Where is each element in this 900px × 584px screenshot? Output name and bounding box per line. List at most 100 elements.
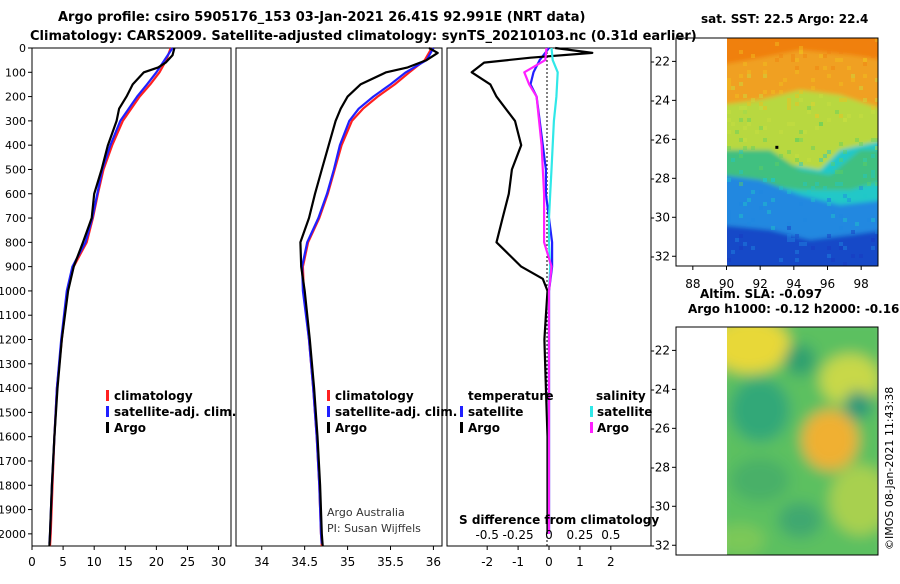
sst-pixel xyxy=(727,118,731,122)
sst-pixel xyxy=(827,198,831,202)
legend-label-climatology: climatology xyxy=(335,389,414,403)
legend-swatch-climatology xyxy=(327,390,330,401)
sst-pixel xyxy=(867,42,871,46)
sst-pixel xyxy=(871,238,875,242)
sst-pixel xyxy=(747,222,751,226)
sst-pixel xyxy=(763,178,767,182)
sst-pixel xyxy=(863,58,867,62)
salinity-panel-frame xyxy=(235,47,443,547)
lat-tick-label: -32 xyxy=(650,249,670,263)
sst-pixel xyxy=(795,138,799,142)
salinity-x-tick-label: -0.25 xyxy=(503,528,534,542)
sst-pixel xyxy=(843,194,847,198)
sst-pixel xyxy=(739,214,743,218)
sst-pixel xyxy=(799,90,803,94)
sst-pixel xyxy=(747,102,751,106)
sst-pixel xyxy=(803,130,807,134)
sst-pixel xyxy=(799,242,803,246)
legend-label-temp-argo: Argo xyxy=(468,421,500,435)
sst-pixel xyxy=(799,46,803,50)
sst-pixel xyxy=(763,126,767,130)
sst-pixel xyxy=(859,86,863,90)
sst-pixel xyxy=(763,74,767,78)
sst-pixel xyxy=(779,82,783,86)
sst-pixel xyxy=(767,210,771,214)
sst-pixel xyxy=(819,94,823,98)
sst-pixel xyxy=(795,138,799,142)
sst-pixel xyxy=(771,178,775,182)
lat-tick-label: -30 xyxy=(650,210,670,224)
legend-swatch-satellite-adj xyxy=(106,406,109,417)
legend-label-argo: Argo xyxy=(114,421,146,435)
sst-pixel xyxy=(839,142,843,146)
sst-pixel xyxy=(859,142,863,146)
sst-pixel xyxy=(819,54,823,58)
sst-pixel xyxy=(811,198,815,202)
sst-pixel xyxy=(807,158,811,162)
sst-pixel xyxy=(831,258,835,262)
sst-pixel xyxy=(875,146,878,150)
sst-pixel xyxy=(771,42,775,46)
lat-tick-label: -30 xyxy=(650,499,670,513)
sst-pixel xyxy=(739,182,743,186)
sst-pixel xyxy=(779,130,783,134)
legend-heading-temperature: temperature xyxy=(468,389,553,403)
lon-tick-label: 88 xyxy=(685,277,700,291)
sst-pixel xyxy=(851,254,855,258)
sst-pixel xyxy=(815,126,819,130)
x-tick-label: 2 xyxy=(607,555,615,569)
sst-pixel xyxy=(799,50,803,54)
sst-pixel xyxy=(799,50,803,54)
sst-pixel xyxy=(739,170,743,174)
sst-pixel xyxy=(831,66,835,70)
sst-pixel xyxy=(739,202,743,206)
x-tick-label: -2 xyxy=(481,555,493,569)
sst-pixel xyxy=(791,238,795,242)
sst-pixel xyxy=(823,54,827,58)
sst-pixel xyxy=(875,38,878,42)
sst-pixel xyxy=(743,110,747,114)
sst-pixel xyxy=(871,54,875,58)
sst-pixel xyxy=(827,202,831,206)
sst-pixel xyxy=(847,66,851,70)
legend-label-climatology: climatology xyxy=(114,389,193,403)
sst-pixel xyxy=(827,74,831,78)
sst-pixel xyxy=(775,42,779,46)
sst-pixel xyxy=(763,202,767,206)
sst-pixel xyxy=(863,162,867,166)
sst-pixel xyxy=(795,234,799,238)
temperature-profile-plot: 0 5 10 15 20 25 30 xyxy=(28,47,226,569)
depth-axis: 0 100 200 300 400 500 600 700 800 900 1000 1100 1200… xyxy=(0,42,32,541)
sst-pixel xyxy=(787,234,791,238)
imos-timestamp: ©IMOS 08-Jan-2021 11:43:38 xyxy=(883,387,896,550)
sst-pixel xyxy=(791,54,795,58)
sst-pixel xyxy=(739,106,743,110)
depth-tick-label: 100 xyxy=(5,66,26,79)
sst-pixel xyxy=(871,110,875,114)
depth-tick-label: 1100 xyxy=(0,309,26,322)
sst-pixel xyxy=(779,154,783,158)
sst-pixel xyxy=(859,186,863,190)
series-line-satellite-adj-clim- xyxy=(301,47,435,544)
sst-pixel xyxy=(795,102,799,106)
sst-pixel xyxy=(803,54,807,58)
sst-pixel xyxy=(795,250,799,254)
sst-pixel xyxy=(743,106,747,110)
legend-label-argo: Argo xyxy=(335,421,367,435)
sst-pixel xyxy=(867,182,871,186)
sst-pixel xyxy=(783,78,787,82)
sst-pixel xyxy=(827,234,831,238)
lat-tick-label: -28 xyxy=(650,460,670,474)
legend-label-temp-satellite: satellite xyxy=(468,405,523,419)
sst-pixel xyxy=(747,122,751,126)
x-tick-label: 10 xyxy=(87,555,102,569)
lon-tick-label: 90 xyxy=(719,277,734,291)
x-tick-label: 1 xyxy=(576,555,584,569)
sst-pixel xyxy=(795,94,799,98)
sst-pixel xyxy=(823,186,827,190)
x-tick-label: 34.5 xyxy=(291,555,318,569)
sst-pixel xyxy=(835,182,839,186)
x-tick-label: 0 xyxy=(28,555,36,569)
sst-pixel xyxy=(827,254,831,258)
